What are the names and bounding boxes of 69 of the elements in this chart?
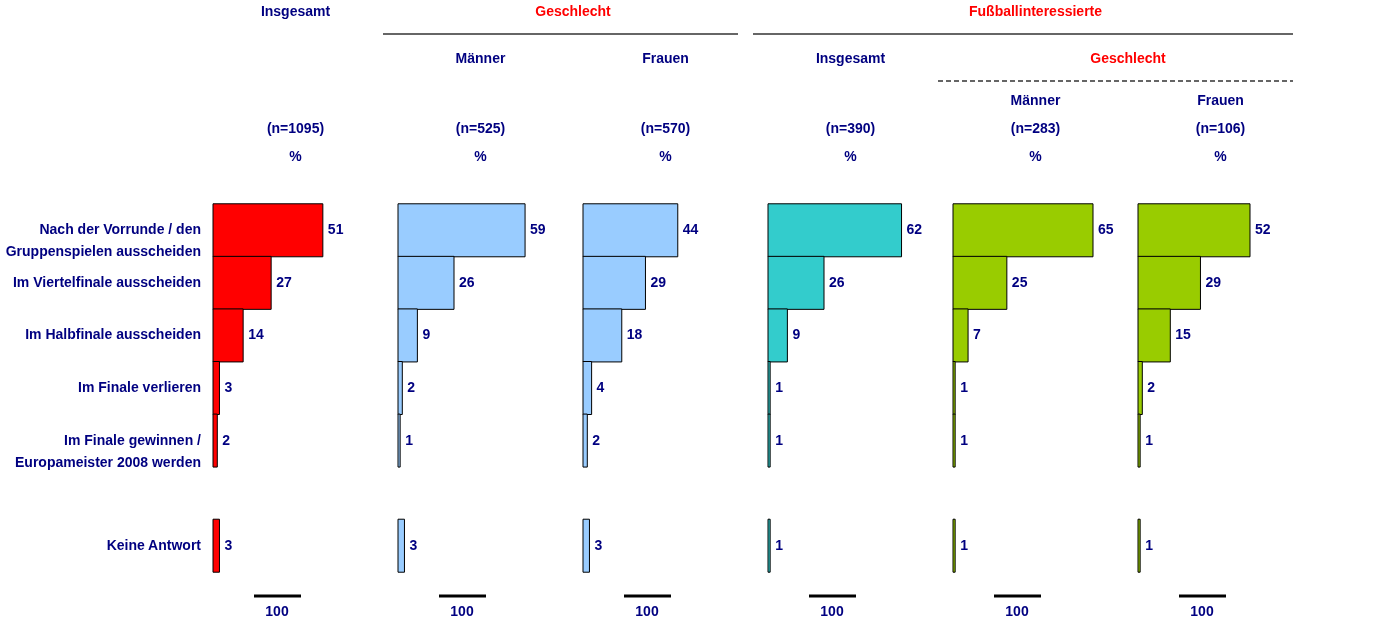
data-label: 2 [592,431,601,448]
data-label: 14 [248,326,264,343]
data-label: 2 [1147,379,1156,395]
x-axis-title: % [659,148,673,164]
data-label: 29 [1205,273,1222,290]
x-axis-title: % [289,148,303,164]
chart-subtitle: (n=570) [640,120,691,136]
data-label: 2 [222,431,231,448]
text: 100 [820,603,844,619]
data-label: 26 [459,273,475,290]
data-label: 26 [829,273,845,290]
text: Geschlecht [535,3,612,19]
data-label: 62 [906,221,923,238]
data-label: 7 [973,326,982,343]
text: Fußballinteressierte [968,3,1103,19]
y-tick-label: Keine Antwort [106,536,202,553]
x-axis-title: % [1029,148,1043,164]
data-label: 52 [1255,221,1271,238]
data-label: 65 [1098,221,1114,238]
chart-title: Insgesamt [260,3,331,19]
chart-subtitle: (n=390) [825,120,876,136]
data-label: 1 [775,431,784,448]
data-label: 9 [422,326,431,343]
chart-title: Männer [455,50,506,66]
data-label: 51 [327,221,344,238]
data-label: 1 [960,431,969,448]
data-label: 4 [596,379,605,395]
data-label: 27 [276,273,292,290]
chart-title: Insgesamt [815,50,886,66]
y-tick-label: Im Halbfinale ausscheiden [25,326,201,343]
chart-subtitle: (n=283) [1010,120,1061,136]
data-label: 44 [682,221,699,238]
data-label: 29 [650,273,667,290]
data-label: 1 [775,536,784,553]
x-axis-title: % [844,148,858,164]
y-tick-label: Nach der Vorrunde / den Gruppenspielen ausscheiden [5,221,201,260]
x-axis-title: % [1214,148,1228,164]
data-label: 2 [407,379,416,395]
data-label: 18 [626,326,643,343]
text: 100 [635,603,659,619]
data-label: 1 [1145,431,1154,448]
data-label: 1 [960,379,969,395]
chart-title: Frauen [1197,92,1244,108]
chart-subtitle: (n=1095) [266,120,325,136]
chart-subtitle: (n=106) [1195,120,1246,136]
data-label: 1 [405,431,414,448]
data-label: 3 [409,536,418,553]
data-label: 3 [224,536,233,553]
data-label: 9 [792,326,801,343]
chart-title: Männer [1010,92,1061,108]
data-label: 1 [960,536,969,553]
text: 100 [265,603,289,619]
data-label: 15 [1175,326,1192,343]
text: 100 [1190,603,1214,619]
data-label: 3 [224,379,233,395]
text: 100 [1005,603,1029,619]
text: 100 [450,603,474,619]
y-tick-label: Im Finale gewinnen / Europameister 2008 werden [15,431,202,470]
text: Geschlecht [1090,50,1167,66]
x-axis-title: % [474,148,488,164]
chart-subtitle: (n=525) [455,120,506,136]
y-tick-label: Im Finale verlieren [78,379,201,395]
data-label: 59 [530,221,546,238]
data-label: 1 [1145,536,1154,553]
data-label: 3 [594,536,603,553]
y-tick-label: Im Viertelfinale ausscheiden [12,273,201,290]
data-label: 1 [775,379,784,395]
data-label: 25 [1011,273,1028,290]
chart-title: Frauen [642,50,689,66]
